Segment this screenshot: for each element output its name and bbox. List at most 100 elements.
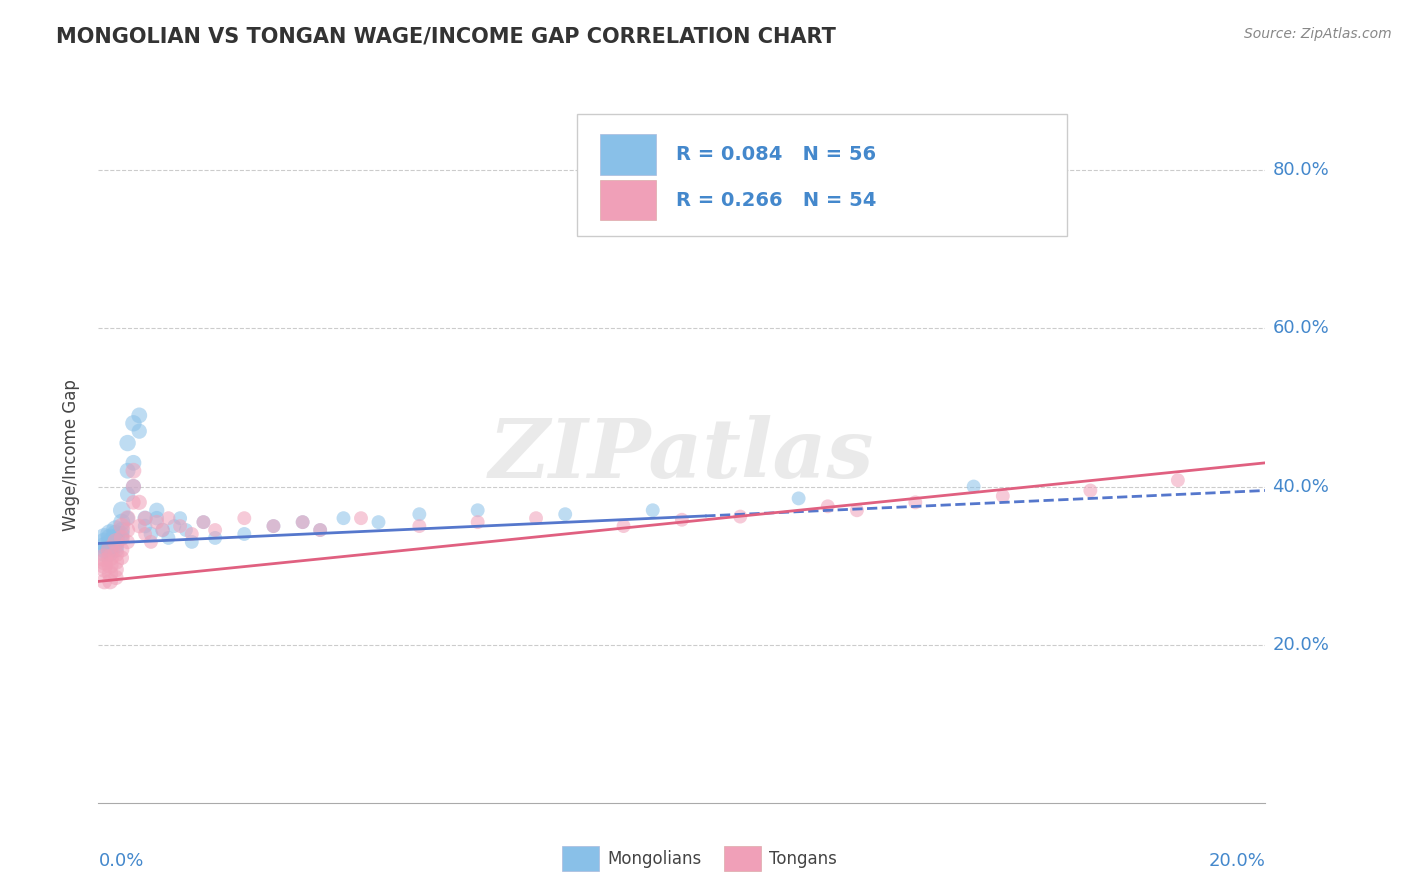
Point (104, 555, 127, 569)
Point (93, 555, 115, 569)
Point (641, 503, 664, 517)
Point (122, 456, 145, 470)
Point (134, 527, 156, 541)
Point (728, 509, 751, 524)
Point (93, 539, 115, 553)
Point (291, 515, 314, 529)
Point (204, 523, 226, 537)
Point (111, 550, 134, 565)
Point (817, 500, 839, 514)
Point (104, 523, 127, 537)
Point (98, 566, 121, 581)
Point (332, 511, 354, 525)
Text: ZIPatlas: ZIPatlas (489, 415, 875, 495)
Point (111, 531, 134, 545)
Point (1080, 483, 1102, 498)
Point (93, 534, 115, 549)
Point (98, 527, 121, 541)
Text: Source: ZipAtlas.com: Source: ZipAtlas.com (1244, 27, 1392, 41)
Point (117, 511, 139, 525)
Point (134, 511, 156, 525)
Point (98, 558, 121, 573)
Y-axis label: Wage/Income Gap: Wage/Income Gap (62, 379, 80, 531)
Point (104, 539, 127, 553)
Point (139, 534, 162, 549)
Point (104, 570, 127, 584)
Point (111, 515, 134, 529)
Point (93, 558, 115, 573)
Point (104, 534, 127, 549)
Point (104, 542, 127, 557)
Point (962, 479, 984, 493)
Point (104, 527, 127, 541)
Point (122, 479, 145, 493)
Point (146, 511, 169, 525)
Point (193, 515, 215, 529)
Point (408, 519, 430, 533)
Point (93, 531, 115, 545)
Point (367, 515, 389, 529)
Point (117, 487, 139, 501)
Point (98, 531, 121, 545)
Point (233, 527, 256, 541)
Point (128, 424, 150, 438)
Point (98, 534, 121, 549)
Point (122, 464, 145, 478)
Text: 40.0%: 40.0% (1272, 477, 1329, 496)
Point (111, 542, 134, 557)
Text: 80.0%: 80.0% (1272, 161, 1329, 179)
Point (117, 436, 139, 450)
Point (169, 519, 191, 533)
Point (128, 495, 150, 509)
Point (98, 542, 121, 557)
Point (157, 511, 180, 525)
Point (1167, 473, 1189, 487)
Point (554, 507, 576, 521)
Point (163, 519, 186, 533)
Point (134, 519, 156, 533)
Point (111, 523, 134, 537)
Point (117, 464, 139, 478)
Point (262, 519, 284, 533)
Point (122, 479, 145, 493)
Point (408, 507, 430, 521)
FancyBboxPatch shape (600, 134, 657, 175)
Point (291, 515, 314, 529)
Text: 20.0%: 20.0% (1209, 852, 1265, 870)
Point (117, 534, 139, 549)
Point (98, 574, 121, 589)
Point (98, 547, 121, 561)
Point (904, 495, 927, 509)
Point (309, 523, 332, 537)
Point (128, 409, 150, 423)
Point (467, 515, 489, 529)
Point (180, 534, 202, 549)
Point (93, 550, 115, 565)
Point (139, 527, 162, 541)
Point (180, 527, 202, 541)
Text: 0.0%: 0.0% (98, 852, 143, 870)
Point (93, 574, 115, 589)
Point (309, 523, 332, 537)
Text: MONGOLIAN VS TONGAN WAGE/INCOME GAP CORRELATION CHART: MONGOLIAN VS TONGAN WAGE/INCOME GAP CORR… (56, 27, 837, 46)
Point (193, 515, 215, 529)
Point (104, 534, 127, 549)
FancyBboxPatch shape (576, 114, 1067, 235)
Point (111, 519, 134, 533)
Text: R = 0.266   N = 54: R = 0.266 N = 54 (676, 191, 876, 210)
Point (122, 495, 145, 509)
Point (104, 547, 127, 561)
Point (991, 489, 1014, 503)
Point (146, 503, 169, 517)
Point (104, 531, 127, 545)
Text: R = 0.084   N = 56: R = 0.084 N = 56 (676, 145, 876, 164)
Point (93, 542, 115, 557)
Point (174, 523, 197, 537)
Point (233, 511, 256, 525)
Point (111, 503, 134, 517)
Point (98, 539, 121, 553)
Point (104, 563, 127, 577)
Point (262, 519, 284, 533)
Point (845, 503, 868, 517)
Point (204, 531, 226, 545)
